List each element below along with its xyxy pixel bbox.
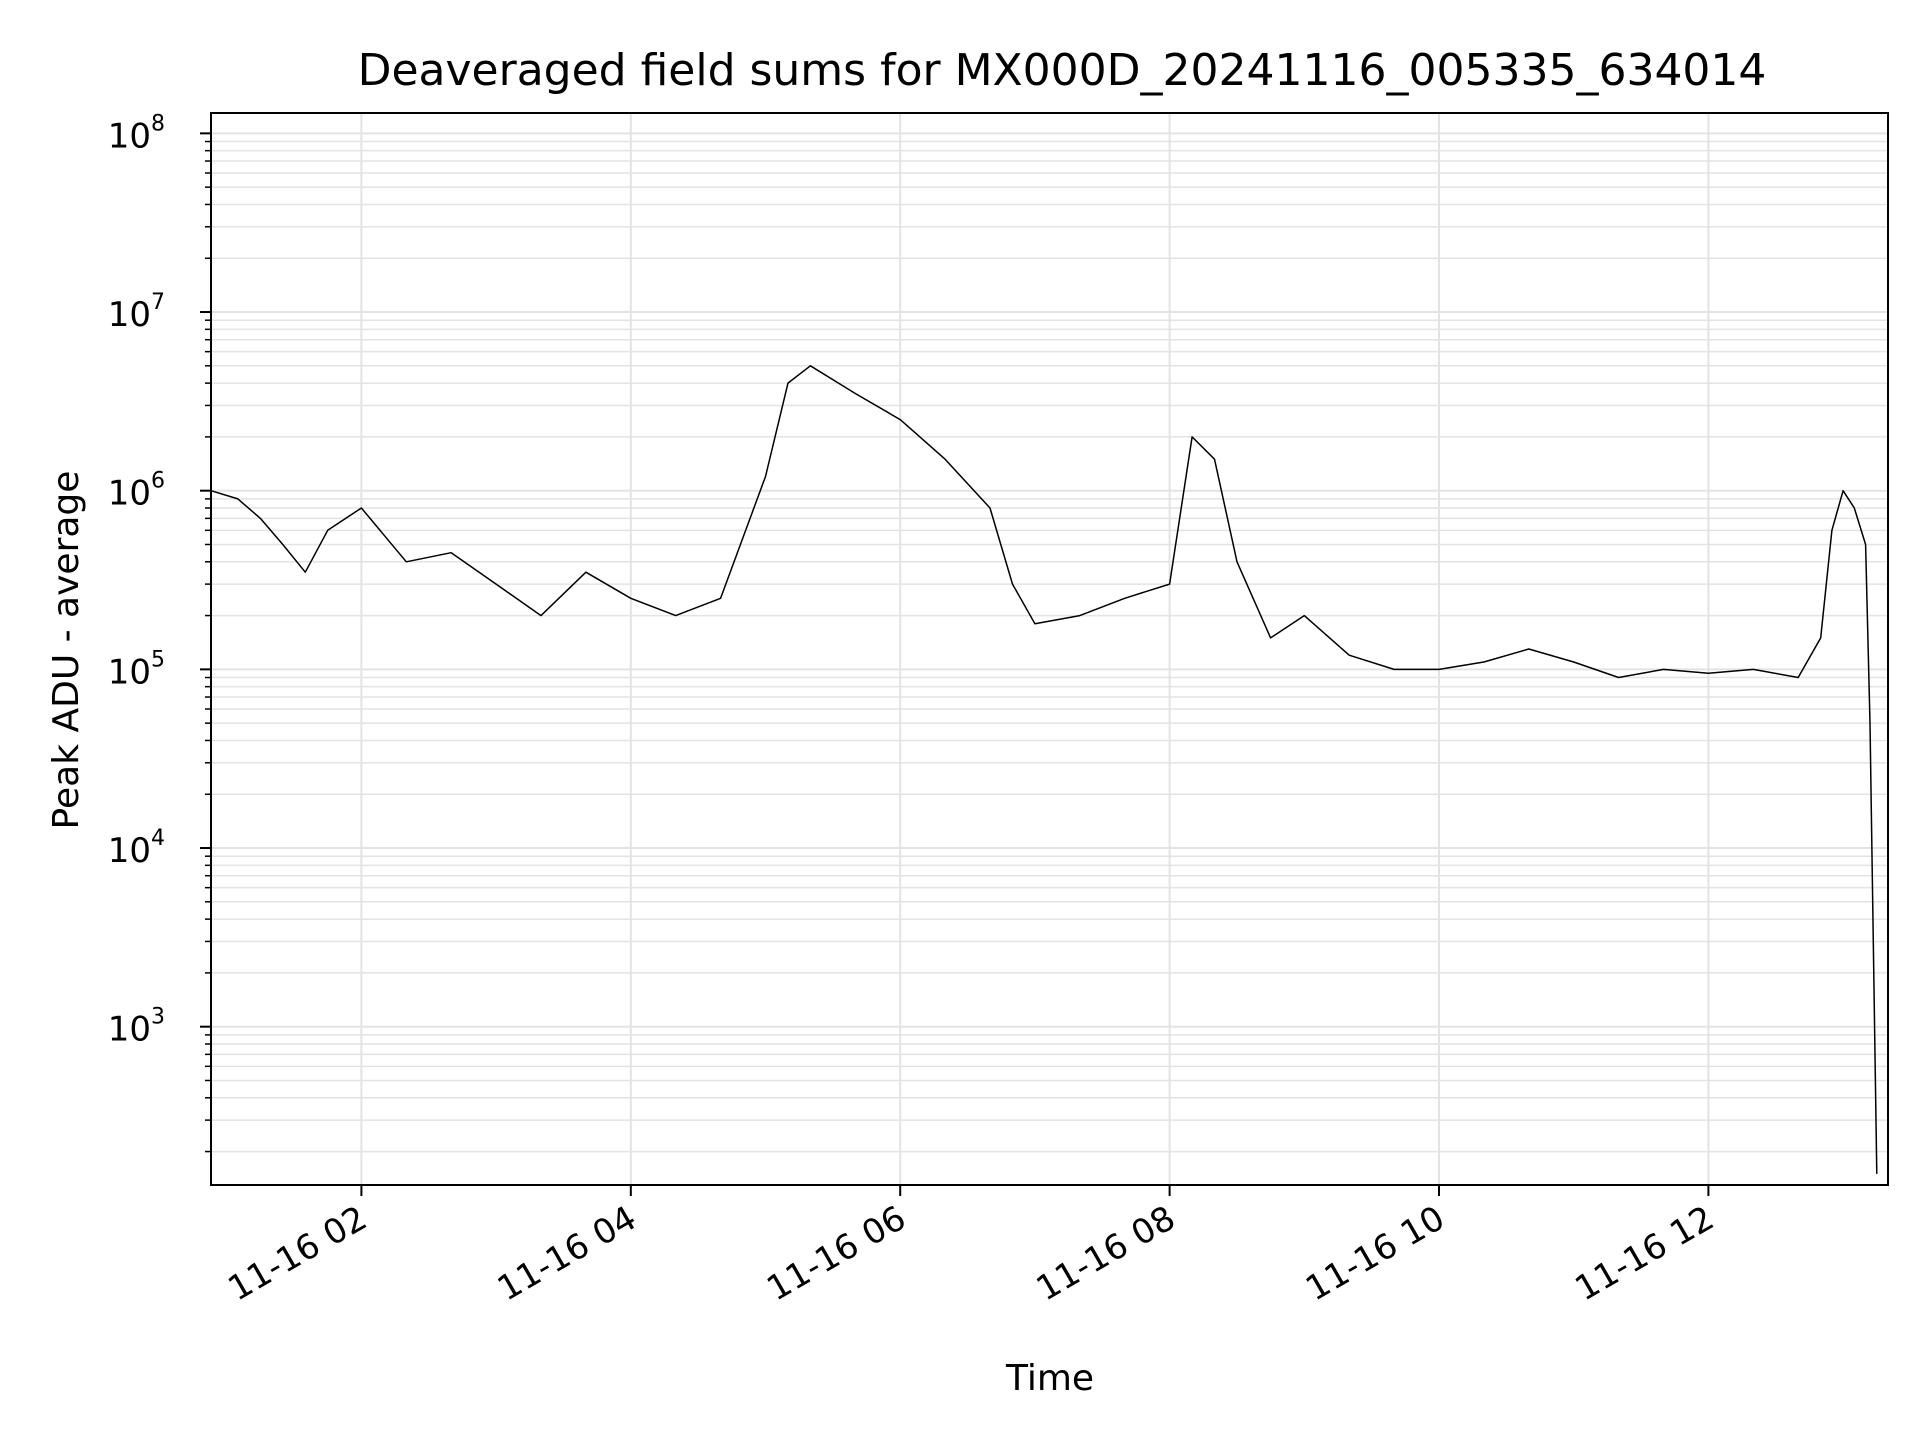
chart-title: Deaveraged field sums for MX000D_2024111…: [358, 45, 1767, 96]
x-axis-label: Time: [1005, 1358, 1094, 1399]
y-tick-label: 105: [108, 647, 165, 692]
y-tick-label: 104: [108, 826, 165, 871]
y-tick-label: 108: [108, 111, 165, 156]
plot-frame: [210, 112, 1889, 1186]
y-axis-label: Peak ADU - average: [46, 471, 87, 830]
y-tick-label: 106: [108, 469, 165, 514]
y-tick-label: 107: [108, 290, 165, 335]
series-line: [210, 365, 1878, 1174]
y-tick-label: 103: [108, 1005, 165, 1050]
series-layer: [210, 365, 1878, 1174]
grid: [211, 113, 1888, 1185]
y-axis: 103 104 105 106 107 108: [108, 111, 211, 1153]
